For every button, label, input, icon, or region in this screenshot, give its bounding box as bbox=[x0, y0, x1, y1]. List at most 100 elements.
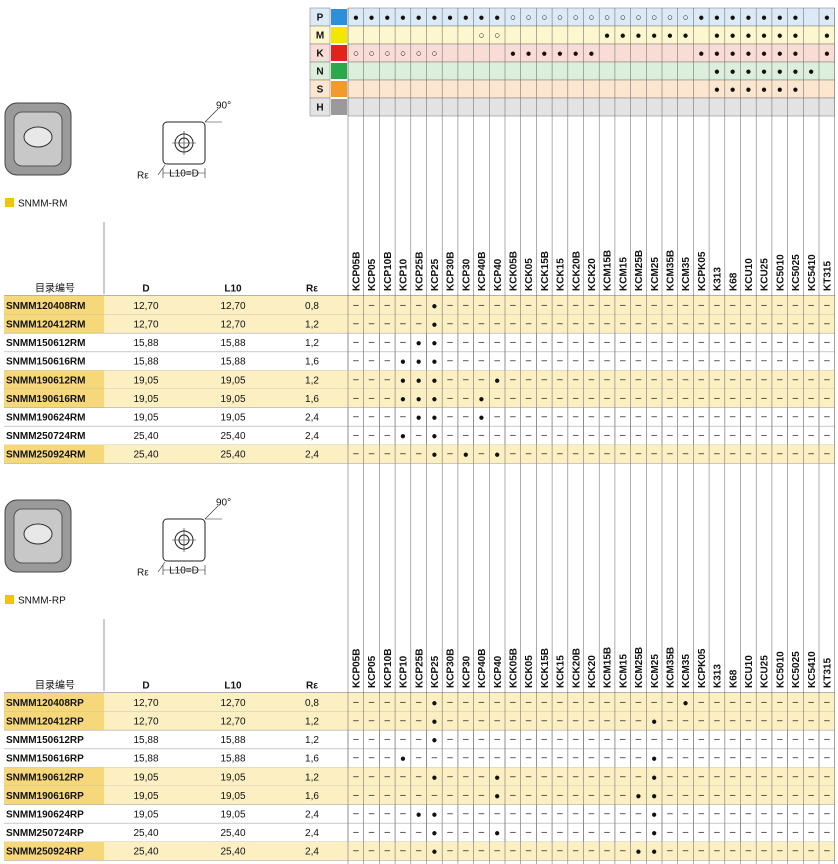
grade-dash: – bbox=[667, 356, 673, 367]
grade-dash: – bbox=[730, 809, 736, 820]
matrix-dot: ● bbox=[824, 49, 830, 60]
matrix-dot: ● bbox=[447, 13, 453, 24]
grade-dash: – bbox=[400, 827, 406, 838]
grade-dash: – bbox=[761, 449, 767, 460]
grade-dash: – bbox=[698, 790, 704, 801]
section-marker bbox=[5, 198, 14, 207]
cell-value: 15,88 bbox=[133, 338, 158, 349]
grade-dash: – bbox=[604, 319, 610, 330]
name-highlight bbox=[4, 767, 104, 786]
grade-label: KCM25B bbox=[634, 647, 645, 688]
grade-dash: – bbox=[714, 827, 720, 838]
cell-value: 2,4 bbox=[305, 431, 319, 442]
grade-dash: – bbox=[400, 449, 406, 460]
grade-dash: – bbox=[808, 412, 814, 423]
diagram-angle-label: 90° bbox=[216, 101, 231, 112]
grade-dash: – bbox=[541, 412, 547, 423]
grade-dash: – bbox=[730, 430, 736, 441]
grade-dash: – bbox=[589, 319, 595, 330]
matrix-open: ○ bbox=[369, 49, 375, 60]
grade-dash: – bbox=[479, 809, 485, 820]
grade-dash: – bbox=[447, 319, 453, 330]
matrix-dot: ● bbox=[808, 67, 814, 78]
grade-dash: – bbox=[353, 697, 359, 708]
cell-value: 12,70 bbox=[220, 698, 245, 709]
grade-dash: – bbox=[416, 734, 422, 745]
grade-dash: – bbox=[730, 753, 736, 764]
grade-dot: ● bbox=[400, 431, 406, 442]
grade-dash: – bbox=[353, 734, 359, 745]
cell-value: 2,4 bbox=[305, 828, 319, 839]
matrix-dot: ● bbox=[777, 13, 783, 24]
matrix-dot: ● bbox=[494, 13, 500, 24]
grade-dash: – bbox=[604, 430, 610, 441]
matrix-color bbox=[331, 27, 347, 43]
grade-dash: – bbox=[636, 716, 642, 727]
grade-dash: – bbox=[808, 827, 814, 838]
grade-dash: – bbox=[541, 449, 547, 460]
grade-dash: – bbox=[369, 753, 375, 764]
grade-dash: – bbox=[510, 412, 516, 423]
grade-dash: – bbox=[761, 374, 767, 385]
grade-dash: – bbox=[573, 734, 579, 745]
matrix-dot: ● bbox=[714, 85, 720, 96]
grade-dash: – bbox=[636, 412, 642, 423]
grade-dash: – bbox=[793, 753, 799, 764]
cell-value: 1,6 bbox=[305, 357, 319, 368]
cell-value: 12,70 bbox=[133, 301, 158, 312]
grade-dash: – bbox=[573, 374, 579, 385]
grade-dash: – bbox=[761, 846, 767, 857]
grade-dash: – bbox=[526, 449, 532, 460]
catalog-number: SNMM190616RM bbox=[6, 394, 85, 405]
grade-dash: – bbox=[510, 771, 516, 782]
grade-dot: ● bbox=[431, 375, 437, 386]
grade-dash: – bbox=[683, 734, 689, 745]
matrix-open: ○ bbox=[353, 49, 359, 60]
matrix-label: H bbox=[316, 103, 323, 114]
grade-dash: – bbox=[777, 697, 783, 708]
matrix-dot: ● bbox=[777, 67, 783, 78]
grade-dot: ● bbox=[416, 394, 422, 405]
grade-dash: – bbox=[698, 430, 704, 441]
grade-dash: – bbox=[432, 790, 438, 801]
grade-dash: – bbox=[557, 374, 563, 385]
grade-dash: – bbox=[636, 393, 642, 404]
grade-dash: – bbox=[824, 790, 830, 801]
grade-dash: – bbox=[463, 790, 469, 801]
grade-dash: – bbox=[416, 790, 422, 801]
diagram-dim bbox=[157, 164, 206, 178]
grade-dot: ● bbox=[494, 375, 500, 386]
grade-dash: – bbox=[541, 753, 547, 764]
grade-dash: – bbox=[526, 697, 532, 708]
grade-dash: – bbox=[526, 393, 532, 404]
grade-dash: – bbox=[793, 809, 799, 820]
grade-dot: ● bbox=[416, 375, 422, 386]
grade-dash: – bbox=[494, 393, 500, 404]
grade-dash: – bbox=[447, 753, 453, 764]
grade-dash: – bbox=[651, 374, 657, 385]
matrix-dot: ● bbox=[730, 31, 736, 42]
name-highlight bbox=[4, 444, 104, 464]
grade-label: KCP25 bbox=[430, 655, 441, 688]
grade-dash: – bbox=[730, 300, 736, 311]
cell-value: 19,05 bbox=[133, 413, 158, 424]
grade-dash: – bbox=[541, 771, 547, 782]
grade-label: KCP10B bbox=[383, 252, 394, 291]
matrix-dot: ● bbox=[604, 31, 610, 42]
cell-value: 19,05 bbox=[220, 375, 245, 386]
grade-dash: – bbox=[589, 809, 595, 820]
cell-value: 2,4 bbox=[305, 413, 319, 424]
grade-dash: – bbox=[604, 374, 610, 385]
matrix-dot: ● bbox=[777, 49, 783, 60]
grade-dash: – bbox=[777, 790, 783, 801]
grade-dash: – bbox=[463, 430, 469, 441]
matrix-dot: ● bbox=[745, 49, 751, 60]
grade-dash: – bbox=[494, 734, 500, 745]
grade-dash: – bbox=[416, 449, 422, 460]
grade-dash: – bbox=[589, 374, 595, 385]
row-highlight bbox=[4, 786, 835, 805]
grade-dash: – bbox=[824, 809, 830, 820]
name-highlight bbox=[4, 296, 104, 315]
column-header: D bbox=[142, 681, 149, 692]
catalog-number: SNMM120412RM bbox=[6, 320, 85, 331]
